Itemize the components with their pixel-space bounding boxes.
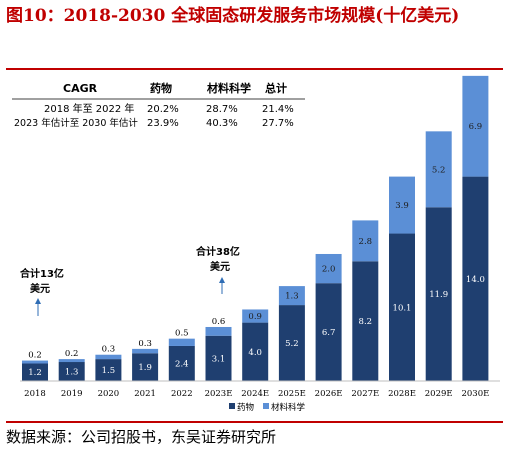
bar-material-2027E bbox=[352, 220, 379, 262]
x-tick-2028E: 2028E bbox=[388, 389, 416, 399]
bar-material-2018 bbox=[22, 360, 48, 364]
bar-material-2028E bbox=[389, 176, 415, 234]
bar-drug-2029E bbox=[425, 207, 452, 381]
label-material-2021: 0.3 bbox=[138, 339, 152, 349]
bar-drug-2022 bbox=[168, 345, 195, 381]
cagr-header-drug: 药物 bbox=[150, 81, 172, 95]
cagr-row2-label: 2023 年估计至 2030 年估计 bbox=[14, 117, 138, 129]
bar-drug-2018 bbox=[22, 363, 48, 381]
x-tick-2019: 2019 bbox=[61, 389, 83, 399]
label-drug-2028E: 10.1 bbox=[393, 303, 412, 313]
callout-2018: 合计13亿 美元 bbox=[19, 267, 64, 316]
x-tick-2029E: 2029E bbox=[425, 389, 453, 399]
cagr-row1-material: 28.7% bbox=[206, 104, 238, 115]
bar-drug-2023E bbox=[205, 335, 232, 381]
label-material-2026E: 2.0 bbox=[322, 265, 336, 275]
x-tick-2027E: 2027E bbox=[351, 389, 379, 399]
label-material-2028E: 3.9 bbox=[395, 201, 409, 211]
label-material-2023E: 0.6 bbox=[212, 317, 226, 327]
bar-material-2026E bbox=[315, 253, 342, 284]
label-material-2022: 0.5 bbox=[175, 329, 189, 339]
bar-drug-2025E bbox=[278, 305, 305, 381]
bar-drug-2030E bbox=[462, 176, 489, 381]
bottom-rule bbox=[6, 421, 503, 423]
bar-material-2019 bbox=[58, 359, 85, 363]
callout-2018-line2: 美元 bbox=[30, 282, 50, 295]
bar-drug-2020 bbox=[95, 359, 122, 381]
label-drug-2027E: 8.2 bbox=[359, 317, 373, 327]
legend-swatch-drug bbox=[229, 403, 235, 409]
legend-label-drug: 药物 bbox=[237, 402, 255, 413]
callout-2023-line1: 合计38亿 bbox=[195, 245, 240, 258]
legend: 药物 材料科学 bbox=[229, 402, 306, 413]
bar-drug-2026E bbox=[315, 283, 342, 381]
callout-2018-line1: 合计13亿 bbox=[19, 267, 64, 280]
bar-drug-2021 bbox=[132, 353, 159, 381]
figure-title: 图10：2018-2030 全球固态研发服务市场规模(十亿美元) bbox=[6, 6, 460, 26]
cagr-header-material: 材料科学 bbox=[207, 81, 251, 95]
cagr-header-total: 总计 bbox=[265, 81, 287, 95]
bar-drug-2019 bbox=[58, 362, 85, 381]
label-drug-2024E: 4.0 bbox=[248, 348, 262, 358]
top-rule bbox=[6, 68, 503, 70]
cagr-header-label: CAGR bbox=[63, 82, 98, 95]
bar-material-2022 bbox=[168, 338, 195, 346]
callout-2023: 合计38亿 美元 bbox=[195, 245, 240, 294]
label-drug-2029E: 11.9 bbox=[429, 290, 448, 300]
legend-swatch-material bbox=[263, 403, 269, 409]
x-tick-2022: 2022 bbox=[171, 389, 193, 399]
label-material-2018: 0.2 bbox=[28, 351, 42, 361]
label-material-2019: 0.2 bbox=[65, 349, 79, 359]
bar-drug-2027E bbox=[352, 261, 379, 381]
x-tick-2026E: 2026E bbox=[315, 389, 343, 399]
x-tick-2023E: 2023E bbox=[205, 389, 233, 399]
x-tick-2024E: 2024E bbox=[241, 389, 269, 399]
cagr-row2-drug: 23.9% bbox=[147, 118, 179, 129]
label-drug-2019: 1.3 bbox=[65, 368, 79, 378]
label-material-2030E: 6.9 bbox=[469, 122, 483, 132]
bar-material-2024E bbox=[242, 309, 269, 323]
bar-material-2021 bbox=[132, 348, 159, 354]
cagr-row1-drug: 20.2% bbox=[147, 104, 179, 115]
callout-2018-arrow-head bbox=[35, 298, 41, 304]
label-material-2027E: 2.8 bbox=[359, 237, 373, 247]
label-material-2024E: 0.9 bbox=[248, 312, 262, 322]
bar-material-2020 bbox=[95, 354, 122, 360]
legend-label-material: 材料科学 bbox=[271, 402, 306, 413]
x-tick-2030E: 2030E bbox=[461, 389, 489, 399]
bar-material-2023E bbox=[205, 326, 232, 336]
bar-drug-2028E bbox=[389, 233, 415, 381]
source-note: 数据来源：公司招股书，东吴证券研究所 bbox=[6, 428, 277, 446]
bar-material-2030E bbox=[462, 75, 489, 177]
label-drug-2022: 2.4 bbox=[175, 359, 189, 369]
cagr-table: CAGR 药物 材料科学 总计 2018 年至 2022 年 20.2% 28.… bbox=[12, 81, 305, 129]
label-drug-2030E: 14.0 bbox=[466, 275, 485, 285]
cagr-row2-material: 40.3% bbox=[206, 118, 238, 129]
x-tick-2018: 2018 bbox=[24, 389, 46, 399]
cagr-row1-total: 21.4% bbox=[262, 104, 294, 115]
label-drug-2025E: 5.2 bbox=[285, 339, 299, 349]
bar-material-2025E bbox=[278, 286, 305, 306]
x-tick-labels: 2018 2019 2020 2021 2022 2023E 2024E 2025E 2026E… bbox=[24, 389, 489, 399]
bars-layer: 1.2 0.2 1.3 0.2 1.5 0.3 1.9 0.3 2.4 0.5 3.1 0.6 4.0 0… bbox=[22, 75, 489, 381]
label-drug-2018: 1.2 bbox=[28, 368, 42, 378]
cagr-row1-label: 2018 年至 2022 年 bbox=[44, 102, 134, 115]
label-material-2020: 0.3 bbox=[102, 345, 116, 355]
callout-2023-line2: 美元 bbox=[210, 260, 230, 273]
label-drug-2021: 1.9 bbox=[138, 363, 152, 373]
callout-2023-arrow-head bbox=[219, 277, 225, 283]
label-material-2029E: 5.2 bbox=[432, 165, 446, 175]
label-drug-2023E: 3.1 bbox=[212, 354, 226, 364]
label-drug-2020: 1.5 bbox=[102, 366, 116, 376]
label-material-2025E: 1.3 bbox=[285, 292, 299, 302]
cagr-row2-total: 27.7% bbox=[262, 118, 294, 129]
x-tick-2021: 2021 bbox=[134, 389, 156, 399]
x-tick-2025E: 2025E bbox=[278, 389, 306, 399]
x-tick-2020: 2020 bbox=[98, 389, 120, 399]
bar-material-2029E bbox=[425, 131, 452, 208]
bar-drug-2024E bbox=[242, 322, 269, 381]
label-drug-2026E: 6.7 bbox=[322, 328, 336, 338]
